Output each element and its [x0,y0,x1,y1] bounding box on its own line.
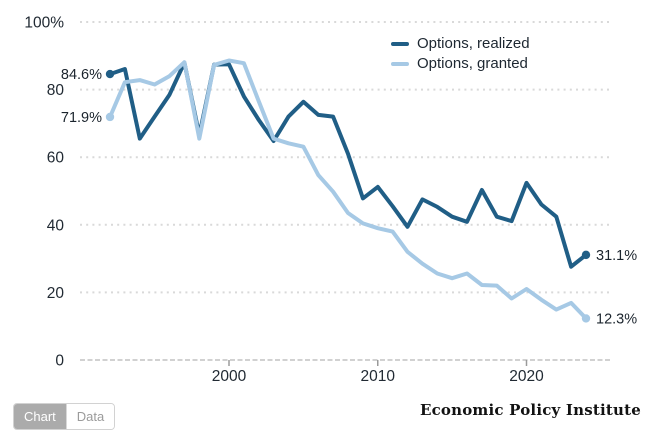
end-marker-realized [581,250,591,260]
data-tab-button[interactable]: Data [65,404,115,429]
legend-swatch-granted-icon [391,62,409,66]
legend-item-options-realized[interactable]: Options, realized [391,35,530,53]
y-tick-label-80: 80 [47,82,65,99]
legend-label-options-realized: Options, realized [417,35,530,52]
start-marker-granted [105,112,115,122]
brand-economic-policy-institute: Economic Policy Institute [419,401,641,419]
y-tick-label-0: 0 [55,353,64,370]
y-tick-label-100: 100% [24,15,64,32]
legend-label-options-granted: Options, granted [417,55,528,72]
start-value-label-granted: 71.9% [61,110,102,126]
start-marker-realized [105,69,115,79]
end-value-label-granted: 12.3% [596,311,637,327]
end-value-label-realized: 31.1% [596,248,637,264]
legend-swatch-realized-icon [391,42,409,46]
series-line-options-granted [108,58,588,321]
x-tick-label-2020: 2020 [509,368,544,385]
legend-item-options-granted[interactable]: Options, granted [391,55,530,73]
chart-legend: Options, realized Options, granted [391,35,530,73]
start-value-label-realized: 84.6% [61,67,102,83]
end-marker-granted [581,314,591,323]
chart-tab-button[interactable]: Chart [14,404,66,429]
y-tick-label-40: 40 [47,217,65,234]
x-tick-label-2000: 2000 [212,368,247,385]
chart-data-toggle: Chart Data [13,403,116,430]
series-line-options-realized [108,60,588,269]
y-tick-label-60: 60 [47,150,65,167]
x-tick-label-2010: 2010 [361,368,396,385]
y-tick-label-20: 20 [47,285,65,302]
